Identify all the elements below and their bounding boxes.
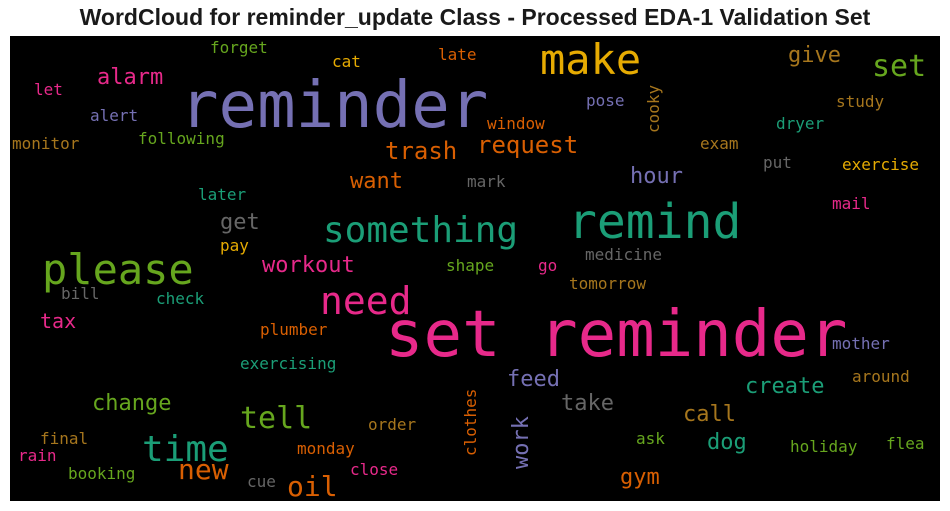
word-feed: feed: [507, 367, 560, 392]
word-set-reminder: set reminder: [385, 298, 847, 372]
word-check: check: [156, 289, 205, 308]
word-put: put: [763, 153, 792, 172]
word-flea: flea: [886, 434, 925, 453]
word-reminder: reminder: [180, 69, 488, 143]
word-give: give: [788, 43, 841, 68]
word-change: change: [92, 391, 171, 416]
word-monday: monday: [297, 439, 355, 458]
word-around: around: [852, 367, 910, 386]
word-late: late: [438, 45, 477, 64]
word-exercising: exercising: [240, 354, 336, 373]
chart-title: WordCloud for reminder_update Class - Pr…: [79, 4, 871, 30]
word-shape: shape: [446, 256, 494, 275]
word-clothes: clothes: [461, 389, 480, 456]
word-rain: rain: [18, 446, 57, 465]
word-alert: alert: [90, 106, 138, 125]
word-trash: trash: [385, 137, 457, 165]
word-exercise: exercise: [842, 155, 919, 174]
word-time: time: [142, 429, 229, 470]
word-new: new: [178, 453, 229, 486]
word-cue: cue: [247, 472, 276, 491]
word-tell: tell: [240, 401, 312, 436]
word-need: need: [320, 279, 412, 323]
word-holiday: holiday: [790, 437, 858, 456]
word-ask: ask: [636, 429, 665, 448]
word-go: go: [538, 256, 557, 275]
word-alarm: alarm: [97, 65, 163, 90]
word-workout: workout: [262, 253, 355, 278]
word-mail: mail: [832, 194, 871, 213]
word-exam: exam: [700, 134, 739, 153]
word-forget: forget: [210, 38, 268, 57]
word-medicine: medicine: [585, 245, 662, 264]
word-tax: tax: [40, 309, 76, 333]
word-cat: cat: [332, 52, 361, 71]
word-tomorrow: tomorrow: [569, 274, 646, 293]
word-final: final: [40, 429, 88, 448]
word-please: please: [42, 245, 194, 294]
word-something: something: [323, 210, 518, 251]
word-plumber: plumber: [260, 320, 328, 339]
word-close: close: [350, 460, 398, 479]
word-dryer: dryer: [776, 114, 825, 133]
word-set: set: [872, 49, 926, 84]
word-oil: oil: [287, 470, 338, 501]
word-booking: booking: [68, 464, 135, 483]
word-order: order: [368, 415, 417, 434]
word-gym: gym: [620, 465, 660, 490]
word-monitor: monitor: [12, 134, 80, 153]
word-create: create: [745, 374, 824, 399]
word-get: get: [220, 210, 260, 235]
word-remind: remind: [568, 194, 741, 250]
word-pose: pose: [586, 91, 625, 110]
word-let: let: [34, 80, 63, 99]
word-work: work: [509, 416, 534, 469]
word-call: call: [683, 402, 736, 427]
word-want: want: [350, 169, 403, 194]
word-mother: mother: [832, 334, 890, 353]
word-request: request: [477, 131, 578, 159]
word-later: later: [198, 185, 247, 204]
word-cloud: set reminder reminder remind make please need…: [10, 36, 940, 501]
word-cooky: cooky: [644, 84, 663, 133]
word-study: study: [836, 92, 885, 111]
word-bill: bill: [61, 284, 100, 303]
word-window: window: [487, 114, 545, 133]
word-pay: pay: [220, 236, 249, 255]
word-take: take: [561, 391, 614, 416]
word-mark: mark: [467, 172, 506, 191]
word-hour: hour: [630, 164, 683, 189]
word-following: following: [138, 129, 225, 148]
word-make: make: [540, 36, 641, 84]
word-dog: dog: [707, 430, 747, 455]
